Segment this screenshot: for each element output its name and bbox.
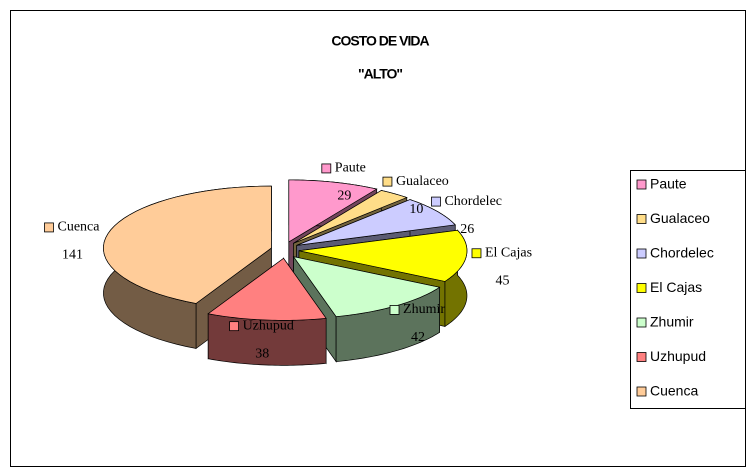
data-label-swatch bbox=[321, 163, 332, 174]
data-label-value: 26 bbox=[460, 222, 474, 237]
legend-swatch bbox=[636, 352, 647, 362]
data-label-swatch bbox=[382, 176, 393, 187]
legend-label: El Cajas bbox=[650, 279, 702, 295]
legend-label: Chordelec bbox=[650, 245, 714, 261]
data-label-name: Paute bbox=[335, 161, 366, 176]
slice-top bbox=[293, 190, 408, 244]
data-label-value: 141 bbox=[62, 248, 83, 263]
chart-subtitle: "ALTO" bbox=[358, 66, 402, 82]
slice-top bbox=[288, 179, 378, 243]
data-label-value: 38 bbox=[255, 346, 269, 361]
data-label-swatch bbox=[431, 196, 441, 207]
legend-label: Uzhupud bbox=[650, 348, 706, 364]
pie-slice bbox=[103, 185, 272, 350]
slice-top bbox=[103, 185, 272, 304]
legend-swatch bbox=[636, 179, 647, 190]
data-label-name: Chordelec bbox=[444, 194, 502, 209]
data-label-swatch bbox=[44, 222, 54, 233]
chart-title: COSTO DE VIDA bbox=[331, 33, 429, 49]
data-label-name: El Cajas bbox=[485, 245, 532, 260]
data-label-value: 29 bbox=[337, 189, 351, 204]
legend-label: Zhumir bbox=[650, 314, 694, 330]
data-label-name: Gualaceo bbox=[396, 174, 449, 189]
data-label-value: 10 bbox=[409, 202, 423, 217]
legend-swatch bbox=[636, 283, 647, 293]
data-label-name: Cuenca bbox=[57, 220, 100, 235]
legend-label: Gualaceo bbox=[650, 210, 710, 226]
legend-label: Cuenca bbox=[650, 383, 698, 399]
legend-swatch bbox=[636, 214, 647, 224]
legend-swatch bbox=[636, 386, 647, 397]
data-label-swatch bbox=[389, 305, 400, 315]
data-label-value: 42 bbox=[411, 330, 425, 345]
data-label-value: 45 bbox=[496, 273, 510, 288]
slice-top bbox=[296, 199, 456, 246]
slice-top bbox=[298, 229, 468, 282]
legend-swatch bbox=[636, 248, 647, 259]
legend-swatch bbox=[636, 317, 647, 328]
slice-top bbox=[207, 257, 327, 321]
legend-box bbox=[630, 170, 746, 409]
data-label-swatch bbox=[229, 321, 239, 332]
legend-label: Paute bbox=[650, 176, 687, 192]
data-label-name: Zhumir bbox=[403, 302, 445, 317]
data-label-name: Uzhupud bbox=[243, 318, 294, 333]
data-label-swatch bbox=[471, 248, 482, 259]
